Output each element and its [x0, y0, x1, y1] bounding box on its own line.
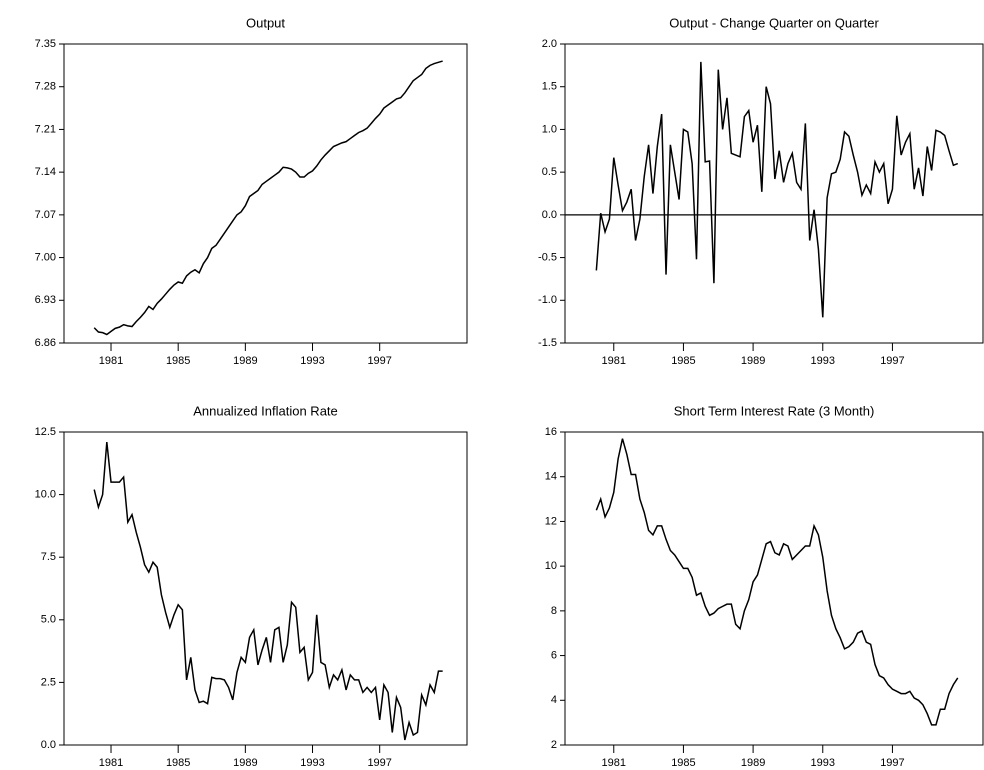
panel-title: Short Term Interest Rate (3 Month): [674, 403, 875, 418]
y-tick-label: 1.0: [542, 123, 557, 135]
x-tick-label: 1981: [99, 757, 123, 769]
x-tick-label: 1997: [367, 757, 391, 769]
y-tick-label: 7.07: [35, 209, 56, 221]
y-tick-label: 1.5: [542, 81, 557, 93]
x-tick-label: 1981: [602, 757, 626, 769]
plot-frame: [564, 431, 984, 746]
x-tick-label: 1993: [811, 757, 835, 769]
y-tick-label: 2.5: [41, 676, 56, 688]
x-tick-label: 1989: [741, 355, 765, 367]
x-tick-label: 1993: [300, 355, 324, 367]
series-line: [595, 61, 959, 318]
y-tick-label: 0.0: [41, 739, 56, 751]
y-tick-label: 0.5: [542, 166, 557, 178]
panel-title: Annualized Inflation Rate: [193, 403, 338, 418]
y-tick-label: 7.14: [35, 166, 56, 178]
y-tick-label: 12: [545, 515, 557, 527]
x-tick-label: 1993: [300, 757, 324, 769]
x-tick-label: 1989: [233, 757, 257, 769]
x-tick-label: 1981: [602, 355, 626, 367]
x-tick-label: 1997: [880, 757, 904, 769]
panel-title: Output: [246, 15, 285, 30]
x-tick-label: 1981: [99, 355, 123, 367]
y-tick-label: -1.5: [538, 337, 557, 349]
series-line: [595, 438, 959, 726]
y-tick-label: 2: [551, 739, 557, 751]
x-tick-label: 1989: [233, 355, 257, 367]
y-tick-label: 7.5: [41, 551, 56, 563]
y-tick-label: 7.21: [35, 123, 56, 135]
x-tick-label: 1985: [166, 757, 190, 769]
y-tick-label: 7.35: [35, 38, 56, 50]
x-tick-label: 1993: [811, 355, 835, 367]
x-tick-label: 1985: [671, 355, 695, 367]
y-tick-label: 14: [545, 471, 557, 483]
y-tick-label: -1.0: [538, 294, 557, 306]
y-tick-label: 16: [545, 426, 557, 438]
y-tick-label: 6.93: [35, 294, 56, 306]
panel-title: Output - Change Quarter on Quarter: [669, 15, 879, 30]
y-tick-label: 7.00: [35, 251, 56, 263]
y-tick-label: 10: [545, 560, 557, 572]
x-tick-label: 1997: [880, 355, 904, 367]
x-tick-label: 1989: [741, 757, 765, 769]
series-line: [93, 441, 443, 741]
series-line: [93, 60, 443, 336]
y-tick-label: 5.0: [41, 614, 56, 626]
y-tick-label: 2.0: [542, 38, 557, 50]
y-tick-label: 6: [551, 649, 557, 661]
plot-frame: [63, 431, 468, 746]
x-tick-label: 1985: [671, 757, 695, 769]
y-tick-label: 4: [551, 694, 557, 706]
x-tick-label: 1997: [367, 355, 391, 367]
y-tick-label: 7.28: [35, 81, 56, 93]
plot-frame: [564, 43, 984, 344]
y-tick-label: 12.5: [35, 426, 56, 438]
y-tick-label: 6.86: [35, 337, 56, 349]
y-tick-label: 10.0: [35, 489, 56, 501]
y-tick-label: -0.5: [538, 251, 557, 263]
plot-frame: [63, 43, 468, 344]
y-tick-label: 8: [551, 605, 557, 617]
x-tick-label: 1985: [166, 355, 190, 367]
y-tick-label: 0.0: [542, 209, 557, 221]
